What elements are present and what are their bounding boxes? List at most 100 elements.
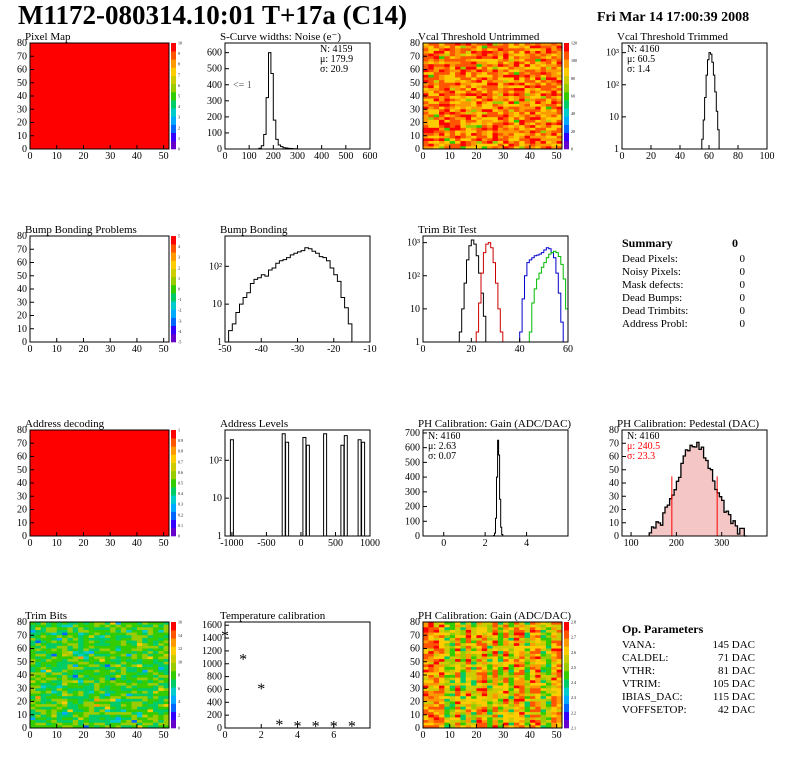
- trim-bit-test-ytick-label: 10³: [407, 238, 420, 249]
- temperature-calibration-point: *: [348, 718, 356, 735]
- trim-bit-test-xtick-label: 20: [466, 344, 476, 355]
- bump-problems-ytick-label: 40: [17, 284, 27, 295]
- bump-bonding-chart: Bump Bonding -50 -40 -30 -20 -10 1 10 10²: [209, 224, 377, 355]
- trim-bits-ytick-label: 30: [17, 683, 27, 694]
- trim-bits-ytick-label: 60: [17, 644, 27, 655]
- vcal-untrimmed-xtick-label: 20: [471, 151, 481, 162]
- ph-gain-map-ytick-label: 0: [415, 723, 420, 734]
- bump-problems-zlabel: -3: [178, 318, 181, 323]
- address-decoding-xtick-label: 50: [159, 538, 169, 549]
- trim-bits-zlabel: 10: [178, 659, 182, 664]
- bump-problems-zlabel: 1: [178, 276, 180, 281]
- address-decoding-ytick-label: 50: [17, 465, 27, 476]
- address-decoding-zlabel: 0: [178, 534, 180, 539]
- ph-gain-stat-n: N: 4160: [428, 431, 461, 442]
- vcal-trimmed-title: Vcal Threshold Trimmed: [617, 31, 729, 43]
- vcal-trimmed-xtick-label: 100: [760, 151, 775, 162]
- address-levels-spike: [323, 433, 328, 536]
- summary-row-label: Dead Bumps:: [622, 292, 682, 304]
- pixel-map-zlabel: 4: [178, 104, 180, 109]
- temperature-calibration-xtick-label: 6: [331, 730, 336, 741]
- address-decoding-zlabel: 0.3: [178, 502, 183, 507]
- s-curve-widths-title: S-Curve widths: Noise (e⁻): [220, 31, 341, 43]
- pixel-map-zlabel: 9: [178, 51, 180, 56]
- vcal-trimmed-ytick-label: 10³: [606, 48, 619, 59]
- ph-gain-map-ytick-label: 30: [410, 683, 420, 694]
- bump-problems-zlabel: 2: [178, 265, 180, 270]
- page-date: Fri Mar 14 17:00:39 2008: [597, 10, 750, 25]
- vcal-untrimmed-zlabel: 40: [571, 111, 575, 116]
- ph-pedestal-xtick-label: 200: [669, 538, 684, 549]
- temperature-calibration-ytick-label: 1200: [202, 646, 222, 657]
- trim-bits-zlabel: 16: [178, 620, 182, 625]
- address-levels-spike: [305, 444, 310, 536]
- address-decoding-zlabel: 0.9: [178, 438, 183, 443]
- ph-pedestal-stat-n: N: 4160: [627, 431, 660, 442]
- vcal-trimmed-histogram: [701, 52, 720, 149]
- address-levels-spike: [361, 441, 366, 536]
- temperature-calibration-xtick-label: 4: [295, 730, 300, 741]
- ph-gain-map-xtick-label: 20: [471, 730, 481, 741]
- pixel-map-xtick-label: 30: [105, 151, 115, 162]
- ph-pedestal-ytick-label: 30: [609, 491, 619, 502]
- temperature-calibration-point: *: [312, 718, 320, 735]
- pixel-map-xtick-label: 20: [78, 151, 88, 162]
- ph-gain-map-chart: PH Calibration: Gain (ADC/DAC)2.12.22.32…: [410, 610, 576, 741]
- trim-bits-zlabel: 0: [178, 726, 180, 731]
- trim-bits-ytick-label: 70: [17, 630, 27, 641]
- address-levels-xtick-label: 0: [298, 538, 303, 549]
- trim-bits-ytick-label: 50: [17, 657, 27, 668]
- ph-pedestal-title: PH Calibration: Pedestal (DAC): [617, 418, 759, 430]
- trim-bits-cells: [30, 622, 170, 729]
- ph-pedestal-ytick-label: 80: [609, 425, 619, 436]
- ph-gain-ytick-label: 300: [405, 487, 420, 498]
- ph-pedestal-ytick-label: 60: [609, 452, 619, 463]
- ph-gain-ytick-label: 200: [405, 502, 420, 513]
- ph-gain-ytick-label: 400: [405, 472, 420, 483]
- pixel-map-zlabel: 8: [178, 62, 180, 67]
- bump-bonding-xtick-label: -10: [363, 344, 376, 355]
- trim-bits-color-scale: 0 2 4 6 8 10 12 14 16: [171, 620, 182, 731]
- vcal-untrimmed-ytick-label: 50: [410, 78, 420, 89]
- ph-gain-map-zlabel: 2.5: [571, 665, 576, 670]
- address-decoding-ytick-label: 40: [17, 478, 27, 489]
- ph-gain-map-color-scale: 2.1 2.2 2.3 2.4 2.5 2.6 2.7 2.8: [564, 620, 576, 731]
- temperature-calibration-ytick-label: 200: [207, 710, 222, 721]
- ph-gain-map-zlabel: 2.7: [571, 635, 576, 640]
- address-decoding-ytick-label: 70: [17, 438, 27, 449]
- address-decoding-ytick-label: 10: [17, 518, 27, 529]
- vcal-trimmed-ytick-label: 1: [614, 144, 619, 155]
- ph-gain-histogram: [492, 439, 504, 537]
- bump-problems-zlabel: -5: [178, 340, 181, 345]
- trim-bits-ytick-label: 10: [17, 710, 27, 721]
- pixel-map-xtick-label: 50: [159, 151, 169, 162]
- trim-bits-ytick-label: 0: [22, 723, 27, 734]
- vcal-trimmed-frame: [621, 42, 768, 150]
- vcal-untrimmed-ytick-label: 10: [410, 131, 420, 142]
- s-curve-widths-ytick-label: 200: [207, 112, 222, 123]
- address-decoding-zlabel: 1: [178, 428, 180, 433]
- op-parameter-value: 42 DAC: [718, 704, 755, 716]
- vcal-untrimmed-chart: Vcal Threshold Untrimmed0204060801001200…: [410, 31, 577, 162]
- ph-gain-map-zlabel: 2.6: [571, 650, 576, 655]
- vcal-trimmed-stat-n: N: 4160: [627, 44, 660, 55]
- address-decoding-xtick-label: 0: [28, 538, 33, 549]
- ph-pedestal-chart: PH Calibration: Pedestal (DAC) 100 200 300 0…: [609, 418, 768, 549]
- address-levels-spike: [281, 433, 286, 536]
- temperature-calibration-ytick-label: 1400: [202, 633, 222, 644]
- temperature-calibration-xtick-label: 0: [223, 730, 228, 741]
- ph-gain-chart: PH Calibration: Gain (ADC/DAC) 0 2 4 0 100 200…: [405, 418, 571, 549]
- address-decoding-zlabel: 0.2: [178, 512, 183, 517]
- s-curve-widths-ytick-label: 600: [207, 48, 222, 59]
- bump-problems-xtick-label: 10: [52, 344, 62, 355]
- vcal-untrimmed-zlabel: 20: [571, 129, 575, 134]
- ph-gain-frame: [422, 429, 569, 537]
- pixel-map-ytick-label: 40: [17, 91, 27, 102]
- pixel-map-zlabel: 2: [178, 125, 180, 130]
- temperature-calibration-point: *: [239, 652, 247, 669]
- trim-bits-ytick-label: 80: [17, 617, 27, 628]
- temperature-calibration-ytick-label: 1000: [202, 659, 222, 670]
- ph-pedestal-stat-mu: μ: 240.5: [627, 441, 660, 452]
